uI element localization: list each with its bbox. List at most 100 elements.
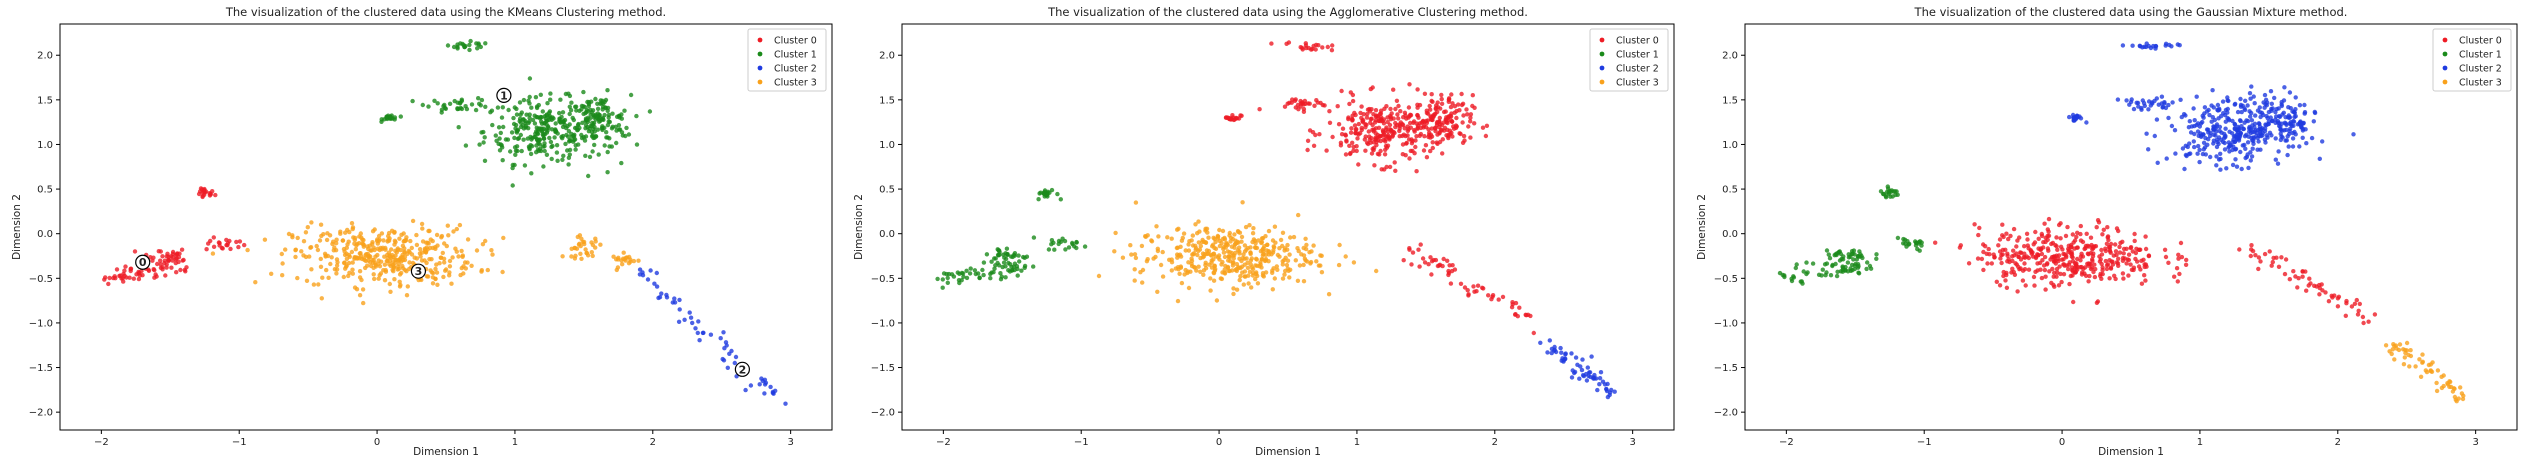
point-cluster-0	[198, 186, 204, 191]
point-cluster-1	[623, 133, 628, 139]
point-cluster-1	[455, 100, 460, 105]
point-cluster-2	[2302, 102, 2307, 108]
point-cluster-1	[530, 135, 535, 141]
point-cluster-1	[548, 91, 553, 96]
point-cluster-2	[2214, 144, 2220, 150]
point-cluster-0	[1381, 117, 1387, 122]
point-cluster-3	[1132, 267, 1137, 272]
point-cluster-0	[1388, 106, 1393, 112]
point-cluster-1	[439, 107, 445, 113]
point-cluster-3	[392, 242, 397, 247]
point-cluster-3	[366, 246, 371, 252]
point-cluster-1	[543, 116, 548, 121]
point-cluster-1	[521, 97, 527, 103]
point-cluster-3	[363, 265, 368, 271]
point-cluster-2	[2127, 102, 2132, 107]
point-cluster-3	[376, 233, 382, 239]
point-cluster-0	[1398, 109, 1403, 114]
point-cluster-3	[1253, 276, 1258, 282]
point-cluster-3	[1128, 243, 1133, 248]
svg-text:3: 3	[415, 265, 423, 278]
point-cluster-1	[536, 102, 541, 108]
point-cluster-2	[2195, 151, 2200, 156]
point-cluster-2	[2205, 127, 2211, 132]
point-cluster-1	[479, 97, 485, 103]
point-cluster-2	[2226, 98, 2231, 104]
point-cluster-2	[1600, 379, 1606, 384]
point-cluster-0	[1368, 86, 1374, 92]
point-cluster-3	[1240, 200, 1245, 205]
point-cluster-3	[2392, 343, 2397, 349]
point-cluster-2	[1547, 338, 1553, 343]
point-cluster-0	[242, 242, 247, 248]
point-cluster-2	[2211, 132, 2216, 137]
point-cluster-3	[370, 240, 375, 245]
point-cluster-0	[1466, 124, 1471, 129]
point-cluster-1	[469, 102, 475, 107]
point-cluster-0	[2022, 267, 2028, 272]
point-cluster-1	[518, 124, 524, 130]
point-cluster-0	[1500, 294, 1506, 300]
point-cluster-1	[490, 122, 495, 128]
point-cluster-1	[1834, 273, 1840, 279]
point-cluster-1	[1895, 192, 1900, 197]
point-cluster-1	[968, 266, 973, 271]
point-cluster-3	[410, 260, 416, 266]
point-cluster-1	[549, 156, 554, 162]
point-cluster-0	[1465, 112, 1470, 117]
point-cluster-2	[2178, 97, 2183, 103]
point-cluster-2	[2211, 105, 2216, 110]
point-cluster-3	[447, 264, 453, 269]
point-cluster-3	[383, 269, 389, 274]
point-cluster-3	[1221, 250, 1227, 255]
point-cluster-2	[2228, 143, 2234, 148]
point-cluster-1	[566, 129, 572, 134]
point-cluster-0	[1364, 115, 1370, 120]
point-cluster-0	[2366, 319, 2371, 324]
point-cluster-0	[1404, 140, 1409, 146]
point-cluster-3	[360, 287, 366, 292]
point-cluster-3	[376, 258, 381, 263]
point-cluster-0	[1429, 126, 1435, 131]
point-cluster-1	[1024, 254, 1030, 259]
point-cluster-1	[558, 97, 563, 102]
point-cluster-0	[2143, 246, 2149, 252]
point-cluster-3	[1274, 264, 1280, 269]
point-cluster-3	[569, 254, 574, 259]
point-cluster-0	[1369, 151, 1375, 156]
point-cluster-0	[1976, 232, 1981, 238]
point-cluster-0	[1356, 121, 1362, 127]
point-cluster-3	[2458, 385, 2463, 390]
point-cluster-3	[357, 269, 363, 274]
point-cluster-0	[2178, 240, 2184, 246]
point-cluster-2	[2225, 95, 2230, 100]
point-cluster-2	[701, 330, 706, 335]
point-cluster-0	[1384, 104, 1389, 109]
point-cluster-3	[1266, 249, 1271, 254]
point-cluster-3	[1196, 264, 1201, 269]
point-cluster-3	[2430, 360, 2435, 365]
point-cluster-3	[369, 248, 374, 253]
point-cluster-0	[1975, 256, 1981, 261]
point-cluster-1	[477, 142, 482, 147]
point-cluster-2	[2252, 101, 2257, 106]
point-cluster-1	[573, 147, 578, 152]
point-cluster-2	[1538, 340, 1543, 345]
point-cluster-1	[1003, 275, 1008, 280]
point-cluster-1	[592, 129, 597, 134]
point-cluster-2	[2166, 115, 2171, 121]
point-cluster-1	[1864, 266, 1869, 272]
point-cluster-0	[1426, 262, 1431, 267]
point-cluster-1	[634, 142, 640, 147]
point-cluster-3	[1191, 252, 1196, 257]
point-cluster-3	[500, 269, 505, 275]
point-cluster-3	[2452, 394, 2458, 400]
point-cluster-1	[447, 101, 453, 107]
point-cluster-3	[409, 245, 414, 251]
point-cluster-3	[438, 255, 444, 260]
point-cluster-0	[2008, 233, 2013, 239]
point-cluster-3	[357, 241, 362, 246]
chart-title: The visualization of the clustered data …	[225, 5, 666, 19]
y-tick-label: 2.0	[37, 51, 53, 62]
point-cluster-3	[430, 238, 435, 244]
